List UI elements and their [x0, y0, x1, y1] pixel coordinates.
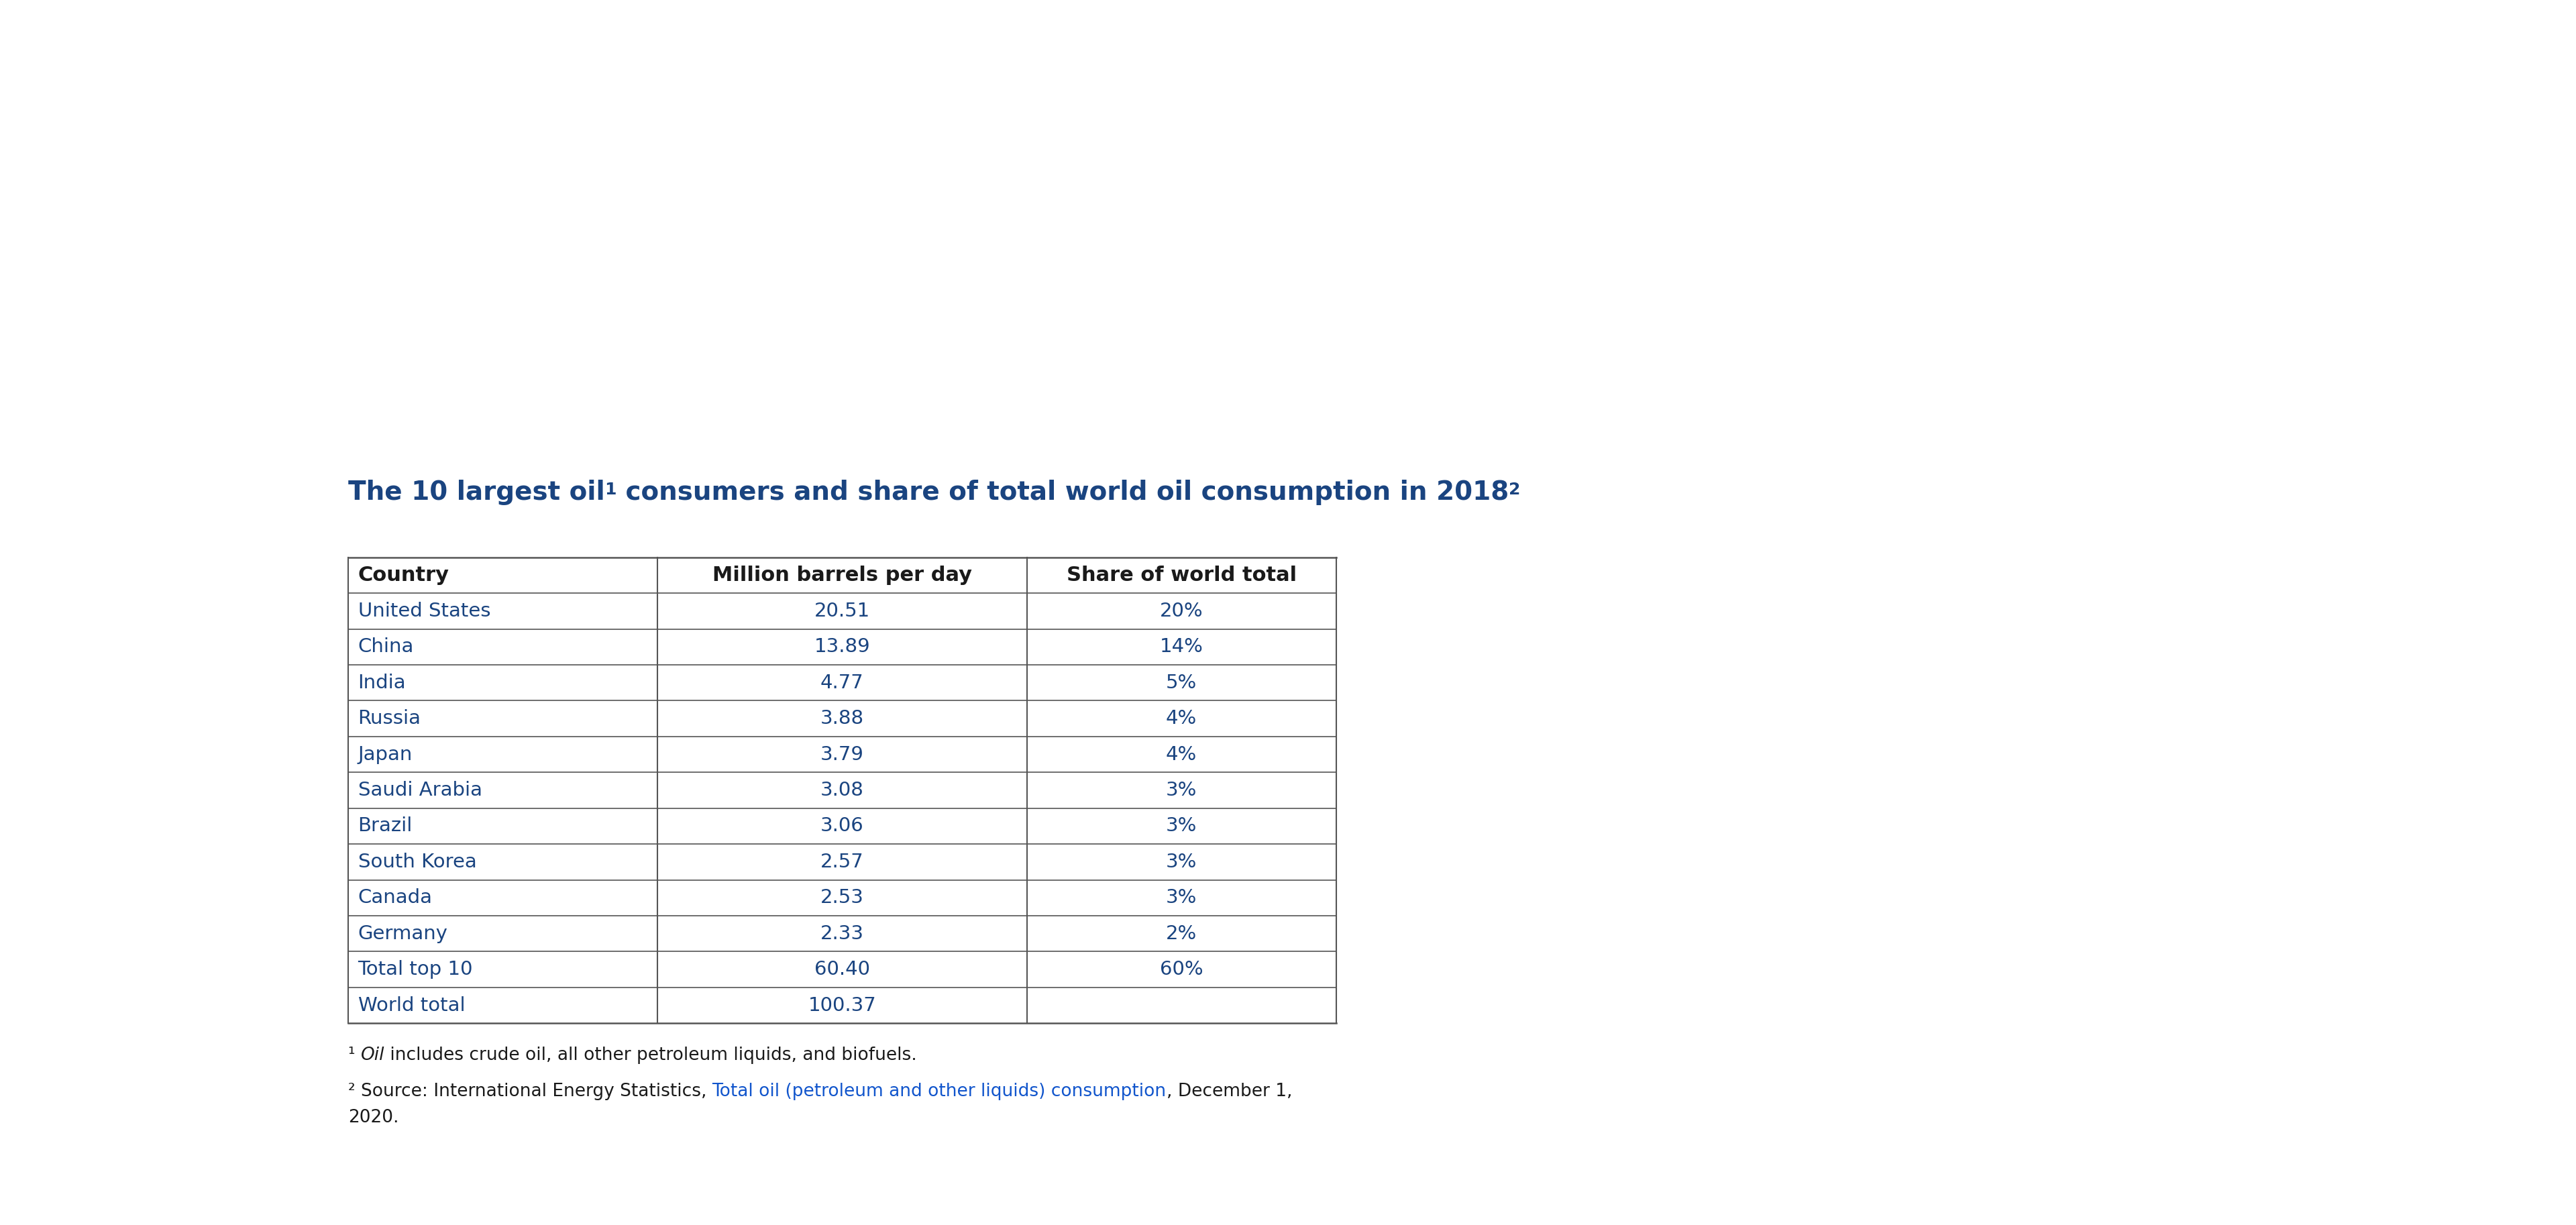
Text: 2.53: 2.53 — [819, 888, 863, 908]
Text: United States: United States — [358, 601, 489, 621]
Text: 3%: 3% — [1167, 817, 1198, 835]
Text: 3.08: 3.08 — [819, 780, 863, 800]
Bar — [348, 557, 1337, 1023]
Text: Country: Country — [358, 566, 448, 586]
Text: 60.40: 60.40 — [814, 960, 871, 979]
Text: 60%: 60% — [1159, 960, 1203, 979]
Text: 13.89: 13.89 — [814, 637, 871, 657]
Text: 3.79: 3.79 — [819, 745, 863, 764]
Text: Canada: Canada — [358, 888, 433, 908]
Text: Total top 10: Total top 10 — [358, 960, 474, 979]
Text: 20.51: 20.51 — [814, 601, 871, 621]
Text: 3%: 3% — [1167, 780, 1198, 800]
Text: 3%: 3% — [1167, 888, 1198, 908]
Text: consumers and share of total world oil consumption in 2018: consumers and share of total world oil c… — [616, 480, 1510, 506]
Text: China: China — [358, 637, 415, 657]
Text: 2.33: 2.33 — [819, 925, 863, 943]
Text: South Korea: South Korea — [358, 853, 477, 871]
Text: 20%: 20% — [1159, 601, 1203, 621]
Text: 3.88: 3.88 — [819, 709, 863, 728]
Text: The 10 largest oil: The 10 largest oil — [348, 480, 605, 506]
Text: Total oil (petroleum and other liquids) consumption: Total oil (petroleum and other liquids) … — [711, 1083, 1167, 1100]
Text: Brazil: Brazil — [358, 817, 412, 835]
Text: 4%: 4% — [1167, 745, 1198, 764]
Text: Saudi Arabia: Saudi Arabia — [358, 780, 482, 800]
Text: Million barrels per day: Million barrels per day — [711, 566, 971, 586]
Text: 3%: 3% — [1167, 853, 1198, 871]
Text: Japan: Japan — [358, 745, 412, 764]
Text: 1: 1 — [605, 481, 616, 497]
Text: 4%: 4% — [1167, 709, 1198, 728]
Text: 100.37: 100.37 — [809, 996, 876, 1014]
Text: Russia: Russia — [358, 709, 420, 728]
Text: 2: 2 — [1510, 481, 1520, 497]
Text: 14%: 14% — [1159, 637, 1203, 657]
Text: , December 1,: , December 1, — [1167, 1083, 1293, 1100]
Text: ¹: ¹ — [348, 1047, 361, 1065]
Text: ² Source: International Energy Statistics,: ² Source: International Energy Statistic… — [348, 1083, 711, 1100]
Text: 2.57: 2.57 — [819, 853, 863, 871]
Text: 5%: 5% — [1167, 674, 1198, 692]
Text: Oil: Oil — [361, 1047, 384, 1065]
Text: India: India — [358, 674, 407, 692]
Text: includes crude oil, all other petroleum liquids, and biofuels.: includes crude oil, all other petroleum … — [384, 1047, 917, 1065]
Text: Germany: Germany — [358, 925, 448, 943]
Text: 3.06: 3.06 — [819, 817, 863, 835]
Text: 2%: 2% — [1167, 925, 1198, 943]
Text: 4.77: 4.77 — [819, 674, 863, 692]
Text: 2020.: 2020. — [348, 1109, 399, 1127]
Text: Share of world total: Share of world total — [1066, 566, 1296, 586]
Text: World total: World total — [358, 996, 466, 1014]
